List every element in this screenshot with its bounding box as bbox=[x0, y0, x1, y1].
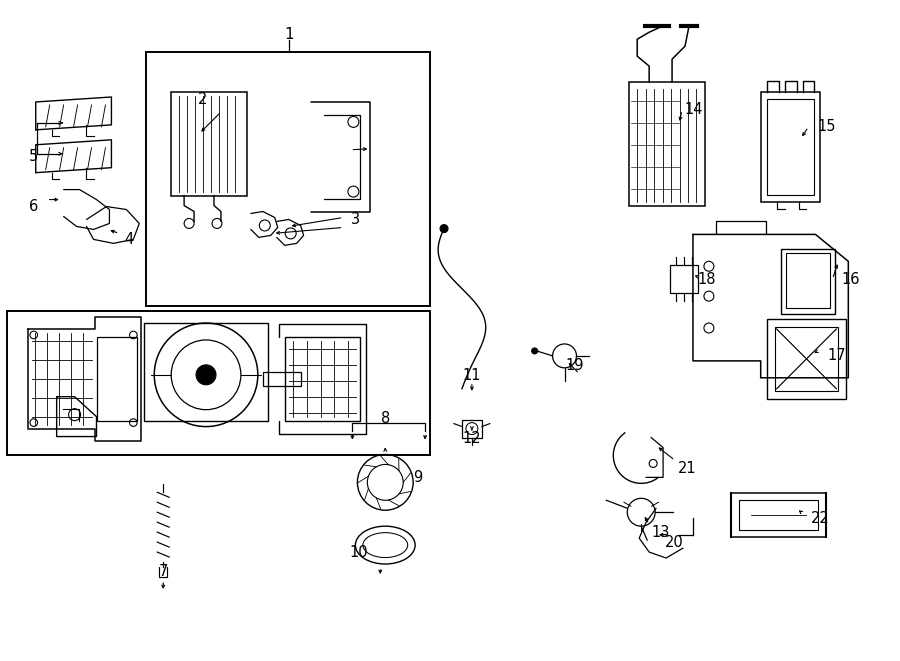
Text: 20: 20 bbox=[665, 535, 683, 549]
Bar bbox=[786, 253, 831, 308]
Text: 18: 18 bbox=[698, 272, 716, 287]
Bar bbox=[760, 92, 821, 202]
Text: 2: 2 bbox=[198, 93, 208, 108]
Text: 12: 12 bbox=[463, 431, 482, 446]
Bar bbox=[97, 337, 138, 420]
Text: 7: 7 bbox=[158, 564, 168, 580]
Bar bbox=[629, 82, 705, 206]
Text: 9: 9 bbox=[413, 470, 422, 485]
Circle shape bbox=[440, 225, 448, 233]
Text: 13: 13 bbox=[652, 525, 670, 539]
Text: 6: 6 bbox=[29, 199, 39, 214]
Text: 10: 10 bbox=[349, 545, 368, 560]
Text: 14: 14 bbox=[685, 102, 703, 118]
Bar bbox=[147, 52, 430, 306]
Text: 17: 17 bbox=[827, 348, 846, 364]
Bar bbox=[670, 265, 698, 293]
Text: 4: 4 bbox=[125, 232, 134, 247]
Text: 1: 1 bbox=[284, 26, 293, 42]
Text: 16: 16 bbox=[842, 272, 859, 287]
Text: 5: 5 bbox=[29, 149, 39, 164]
Text: 15: 15 bbox=[817, 120, 836, 134]
Bar bbox=[263, 372, 301, 386]
Bar bbox=[767, 319, 846, 399]
Bar bbox=[731, 493, 826, 537]
Bar bbox=[739, 500, 818, 530]
Bar bbox=[775, 327, 839, 391]
Text: 19: 19 bbox=[565, 358, 584, 373]
Text: 11: 11 bbox=[463, 368, 482, 383]
Bar bbox=[7, 311, 430, 455]
Bar bbox=[767, 99, 814, 194]
Bar bbox=[171, 92, 247, 196]
Text: 21: 21 bbox=[678, 461, 697, 476]
Circle shape bbox=[196, 365, 216, 385]
Bar bbox=[284, 337, 360, 420]
Bar bbox=[780, 249, 835, 314]
Circle shape bbox=[532, 348, 537, 354]
Text: 3: 3 bbox=[351, 212, 360, 227]
Text: 22: 22 bbox=[811, 511, 830, 525]
Text: 8: 8 bbox=[381, 411, 390, 426]
Bar bbox=[462, 420, 482, 438]
